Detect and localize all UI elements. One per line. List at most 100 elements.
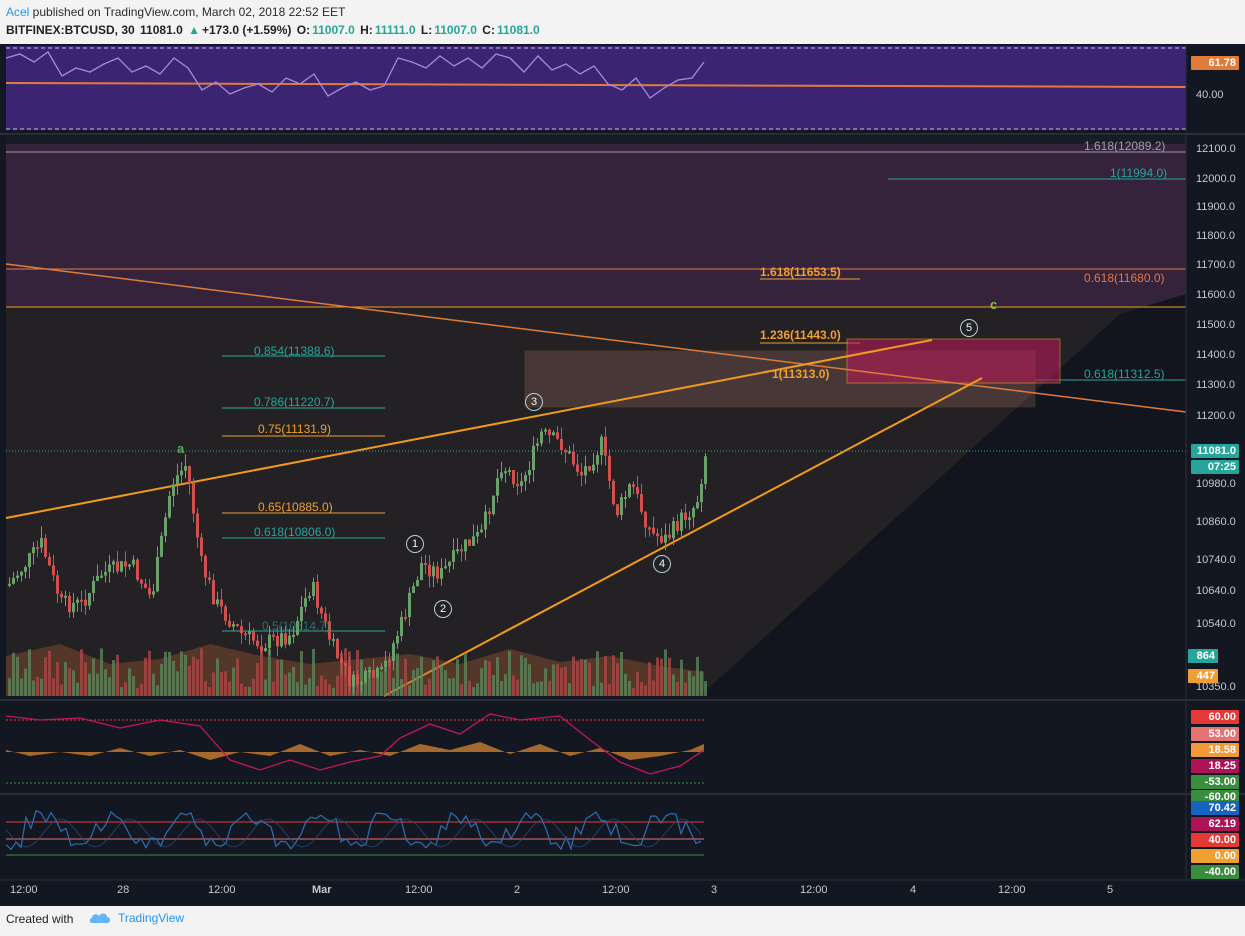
candle-body[interactable] [196,513,199,538]
candle-body[interactable] [268,634,271,649]
candle-body[interactable] [220,599,223,607]
candle-body[interactable] [96,575,99,581]
candle-body[interactable] [640,494,643,512]
candle-body[interactable] [280,633,283,647]
candle-body[interactable] [400,616,403,637]
candle-body[interactable] [508,469,511,472]
candle-body[interactable] [320,607,323,614]
candle-body[interactable] [516,484,519,487]
candle-body[interactable] [88,592,91,606]
candle-body[interactable] [32,547,35,554]
candle-body[interactable] [440,568,443,579]
symbol-label[interactable]: BITFINEX:BTCUSD, 30 [6,23,135,37]
candle-body[interactable] [672,521,675,539]
candle-body[interactable] [460,549,463,552]
candle-body[interactable] [468,539,471,546]
candle-body[interactable] [124,561,127,567]
candle-body[interactable] [112,561,115,565]
candle-body[interactable] [232,624,235,627]
candle-body[interactable] [300,606,303,621]
candle-body[interactable] [284,633,287,645]
candle-body[interactable] [256,640,259,647]
candle-body[interactable] [160,535,163,557]
author-link[interactable]: Acel [6,5,30,19]
candle-body[interactable] [76,599,79,603]
candle-body[interactable] [480,529,483,533]
candle-body[interactable] [592,464,595,471]
candle-body[interactable] [656,533,659,537]
candle-body[interactable] [432,566,435,577]
candle-body[interactable] [312,581,315,596]
tradingview-brand-link[interactable]: TradingView [88,911,184,925]
candle-body[interactable] [72,602,75,613]
candle-body[interactable] [444,566,447,569]
candle-body[interactable] [576,464,579,472]
candle-body[interactable] [424,562,427,565]
candle-body[interactable] [632,484,635,488]
candle-body[interactable] [16,575,19,578]
candle-body[interactable] [612,480,615,505]
candle-body[interactable] [340,658,343,663]
candle-body[interactable] [388,660,391,663]
candle-body[interactable] [404,616,407,619]
candle-body[interactable] [556,432,559,439]
candle-body[interactable] [100,575,103,578]
candle-body[interactable] [488,511,491,515]
candle-body[interactable] [700,483,703,503]
candle-body[interactable] [104,571,107,576]
candle-body[interactable] [212,579,215,605]
candle-body[interactable] [380,667,383,670]
candle-body[interactable] [472,536,475,546]
candle-body[interactable] [228,620,231,627]
candle-body[interactable] [584,466,587,476]
candle-body[interactable] [428,564,431,577]
candle-body[interactable] [276,635,279,647]
candle-body[interactable] [36,547,39,550]
candle-body[interactable] [504,471,507,474]
candle-body[interactable] [476,532,479,537]
candle-body[interactable] [548,429,551,436]
candle-body[interactable] [644,511,647,528]
candle-body[interactable] [8,583,11,586]
candle-body[interactable] [60,593,63,598]
candle-body[interactable] [20,571,23,576]
candle-body[interactable] [420,562,423,581]
candle-body[interactable] [116,561,119,572]
candle-body[interactable] [176,475,179,485]
candle-body[interactable] [260,646,263,651]
candle-body[interactable] [552,432,555,436]
candle-body[interactable] [80,599,83,602]
candle-body[interactable] [484,511,487,530]
candle-body[interactable] [180,470,183,476]
candle-body[interactable] [652,527,655,534]
candle-body[interactable] [392,643,395,662]
candle-body[interactable] [684,512,687,520]
candle-body[interactable] [512,469,515,485]
time-axis[interactable]: 12:00 28 12:00 Mar 12:00 2 12:00 3 12:00… [0,880,1186,906]
candle-body[interactable] [452,550,455,562]
candle-body[interactable] [336,639,339,659]
candle-body[interactable] [252,631,255,641]
candle-body[interactable] [620,497,623,516]
candle-body[interactable] [172,484,175,497]
candle-body[interactable] [156,556,159,592]
candle-body[interactable] [296,620,299,635]
candle-body[interactable] [132,559,135,565]
candle-body[interactable] [92,580,95,593]
candle-body[interactable] [360,682,363,685]
candlesticks[interactable] [8,426,707,694]
candle-body[interactable] [136,559,139,580]
candle-body[interactable] [408,592,411,618]
candle-body[interactable] [704,456,707,484]
candle-body[interactable] [52,565,55,576]
candle-body[interactable] [24,567,27,572]
candle-body[interactable] [356,674,359,685]
candle-body[interactable] [368,670,371,673]
candle-body[interactable] [528,470,531,476]
candle-body[interactable] [148,588,151,595]
upper-wedge-line[interactable] [5,339,933,519]
candle-body[interactable] [224,606,227,621]
candle-body[interactable] [660,536,663,543]
candle-body[interactable] [364,670,367,683]
chart-drawing[interactable] [0,44,1245,906]
